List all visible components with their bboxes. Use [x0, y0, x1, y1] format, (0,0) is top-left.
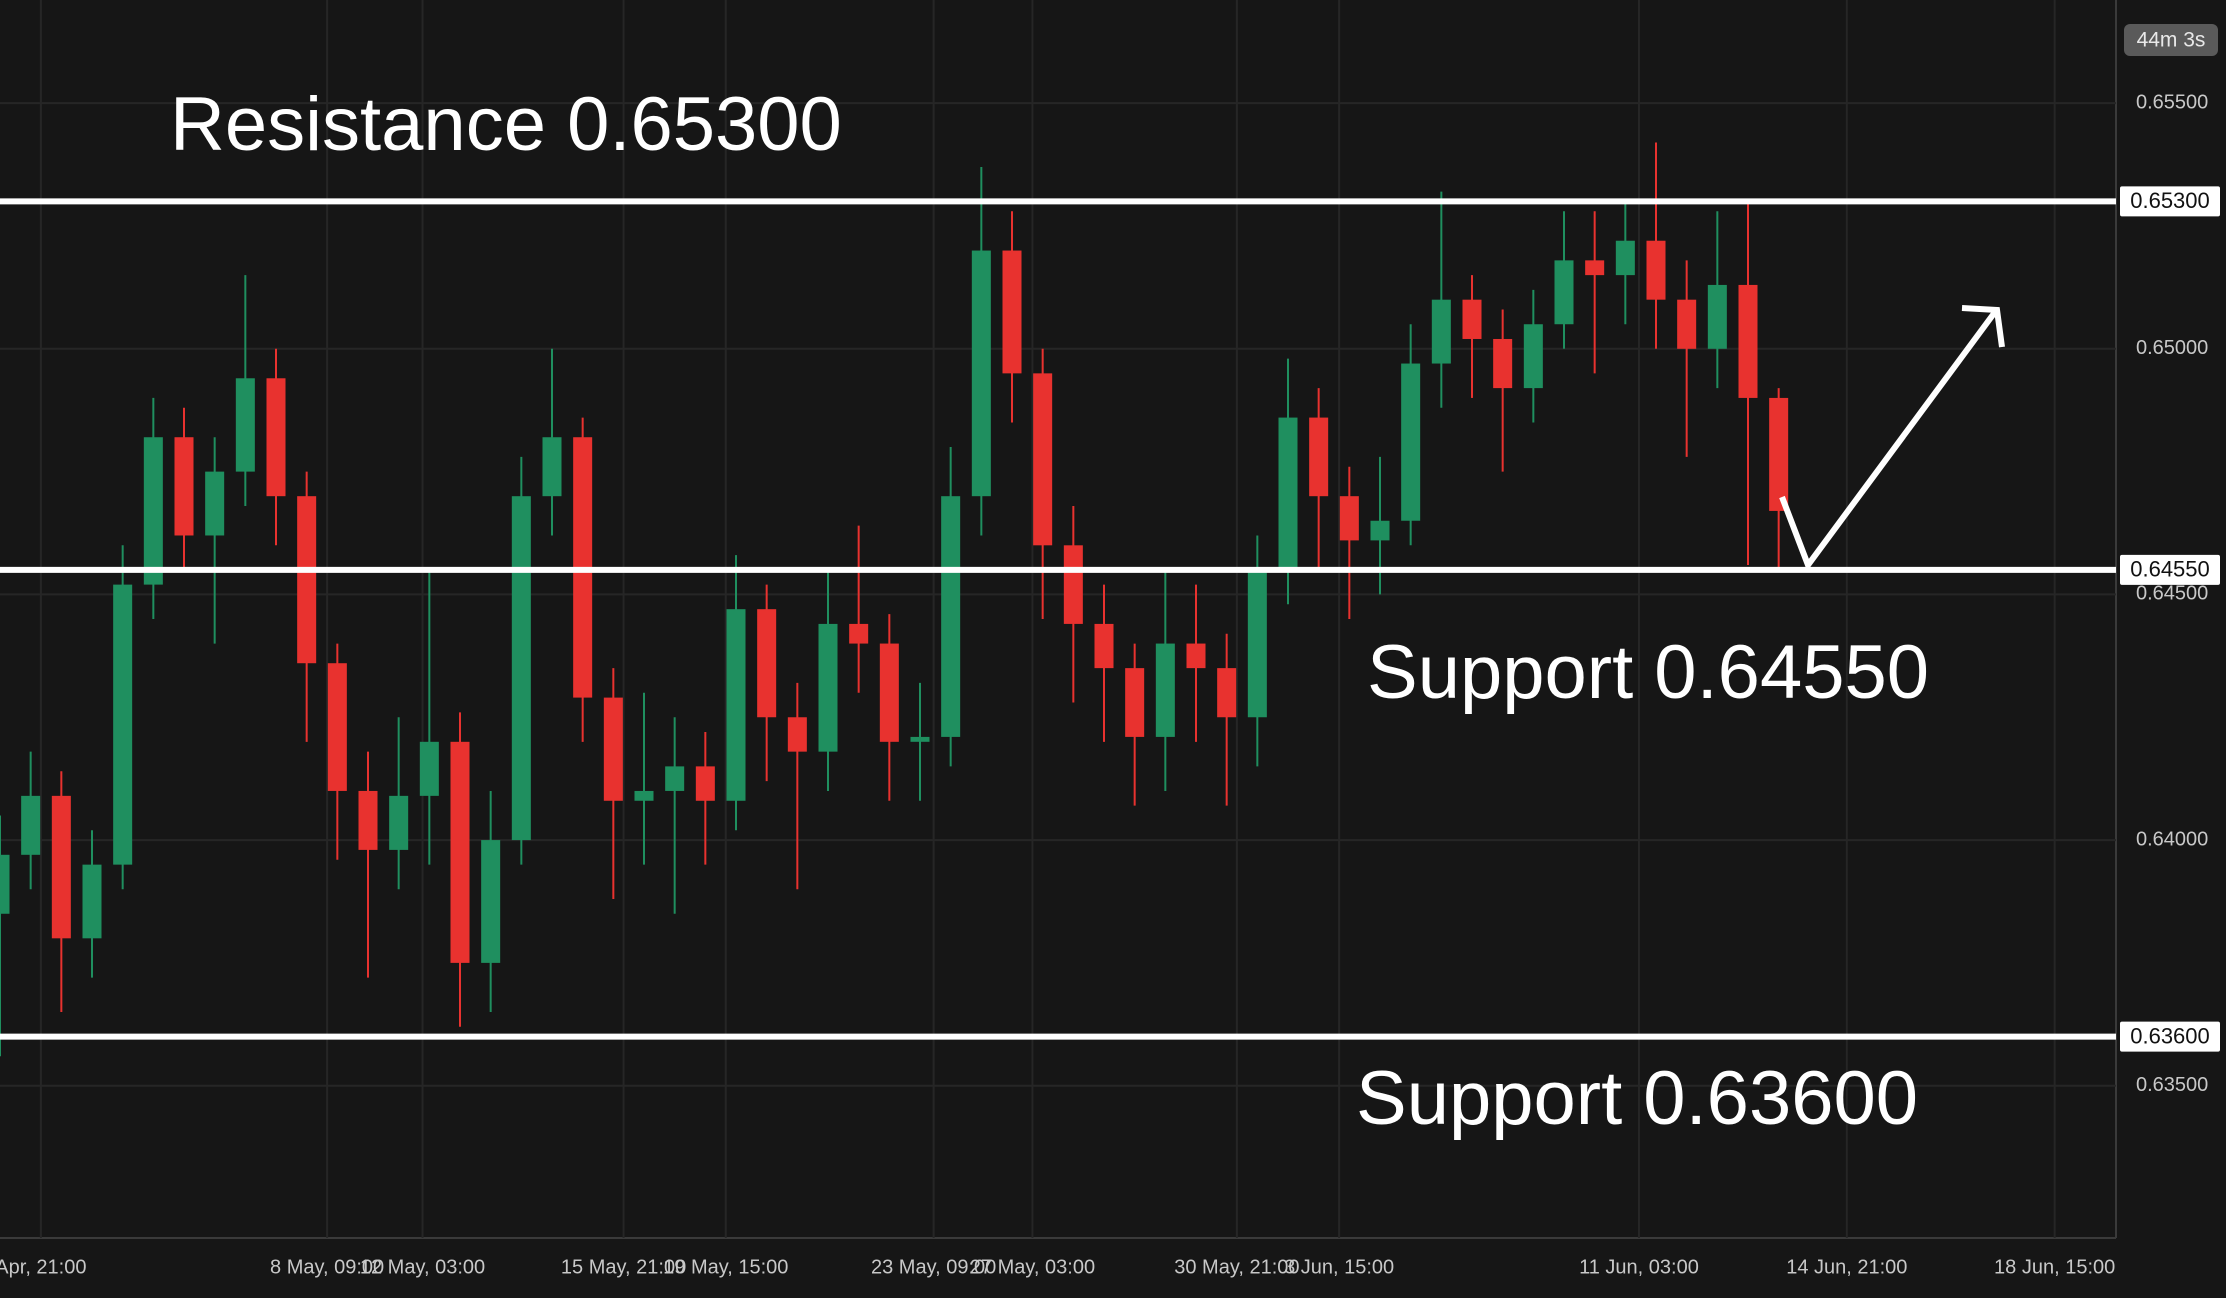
- candle-body: [1063, 545, 1083, 624]
- candle-body: [235, 378, 255, 472]
- candle-body: [665, 766, 685, 791]
- x-tick-label: 27 May, 03:00: [970, 1256, 1095, 1278]
- annotation: Support 0.64550: [1367, 630, 1929, 715]
- x-tick-label: 23 May, 09:00: [871, 1256, 996, 1278]
- candle-body: [1431, 299, 1451, 364]
- annotation: Support 0.63600: [1356, 1056, 1918, 1141]
- candle-body: [757, 609, 777, 718]
- level-label: 0.64550: [2130, 557, 2210, 582]
- candle-body: [1493, 338, 1513, 389]
- candle-body: [1523, 324, 1543, 389]
- timer-box: [2124, 24, 2218, 56]
- candle-body: [879, 643, 899, 742]
- candle-body: [1738, 284, 1758, 398]
- x-tick-label: 8 May, 09:00: [270, 1256, 384, 1278]
- candle-body: [51, 795, 71, 939]
- candle-body: [1707, 284, 1727, 349]
- candle-body: [1125, 668, 1145, 737]
- candle-body: [143, 437, 163, 585]
- candle-body: [327, 663, 347, 791]
- y-tick-label: 0.64500: [2136, 583, 2208, 605]
- x-tick-label: 19 May, 15:00: [663, 1256, 788, 1278]
- candle-body: [450, 741, 470, 963]
- level-label-box: [2120, 554, 2220, 585]
- candle-body: [481, 840, 501, 963]
- candle-body: [726, 609, 746, 801]
- x-tick-label: 30 May, 21:00: [1174, 1256, 1299, 1278]
- annotation: Resistance 0.65300: [170, 82, 842, 167]
- candle-body: [21, 795, 41, 855]
- candle-body: [542, 437, 562, 497]
- level-label: 0.63600: [2130, 1023, 2210, 1048]
- candle-body: [818, 623, 838, 752]
- candle-body: [511, 496, 531, 841]
- candle-body: [1462, 299, 1482, 339]
- candle-body: [1769, 397, 1789, 511]
- candle-body: [634, 790, 654, 801]
- x-tick-label: 15 May, 21:00: [561, 1256, 686, 1278]
- level-label-box: [2120, 1021, 2220, 1052]
- y-tick-label: 0.63500: [2136, 1074, 2208, 1096]
- y-tick-label: 0.65500: [2136, 91, 2208, 113]
- candle-body: [1186, 643, 1206, 669]
- candle-body: [389, 795, 409, 850]
- x-tick-label: 12 May, 03:00: [360, 1256, 485, 1278]
- candle-body: [1339, 496, 1359, 541]
- candle-body: [941, 496, 961, 737]
- candle-body: [266, 378, 286, 497]
- candle-body: [1370, 520, 1390, 541]
- candle-body: [787, 717, 807, 752]
- x-tick-label: 11 Jun, 03:00: [1579, 1256, 1699, 1278]
- candle-body: [849, 623, 869, 644]
- candle-body: [1247, 569, 1267, 718]
- candle-body: [1646, 240, 1666, 300]
- candle-body: [1401, 363, 1421, 521]
- y-tick-label: 0.65000: [2136, 337, 2208, 359]
- candle-body: [1094, 623, 1114, 669]
- level-label: 0.65300: [2130, 188, 2210, 213]
- x-tick-label: 18 Jun, 15:00: [1994, 1256, 2115, 1278]
- candle-body: [1615, 240, 1635, 276]
- projection-arrow: [1779, 310, 1998, 572]
- candle-body: [82, 864, 102, 939]
- candle-body: [297, 496, 317, 664]
- level-label-box: [2120, 186, 2220, 217]
- candle-body: [419, 741, 439, 796]
- x-tick-label: Apr, 21:00: [0, 1256, 86, 1278]
- candle-body: [1677, 299, 1697, 349]
- candle-body: [0, 854, 10, 914]
- x-tick-label: 3 Jun, 15:00: [1284, 1256, 1394, 1278]
- timer: 44m 3s: [2137, 29, 2206, 52]
- candle-body: [113, 584, 133, 865]
- candle-body: [1033, 373, 1053, 546]
- candle-body: [1585, 260, 1605, 276]
- candle-body: [971, 250, 991, 497]
- arrow-head: [1961, 305, 2005, 348]
- x-tick-label: 14 Jun, 21:00: [1786, 1256, 1907, 1278]
- candle-body: [1002, 250, 1022, 374]
- candle-body: [1155, 643, 1175, 737]
- grid: [0, 0, 2116, 1238]
- y-tick-label: 0.64000: [2136, 828, 2208, 850]
- candle-body: [174, 437, 194, 536]
- candle-body: [1217, 668, 1237, 718]
- candle-body: [205, 471, 225, 536]
- candle-body: [1554, 260, 1574, 325]
- candle-body: [695, 766, 715, 801]
- candle-body: [910, 736, 930, 742]
- candle-body: [358, 790, 378, 850]
- candle-body: [1309, 417, 1329, 497]
- candle-body: [1278, 417, 1298, 570]
- candle-body: [603, 697, 623, 801]
